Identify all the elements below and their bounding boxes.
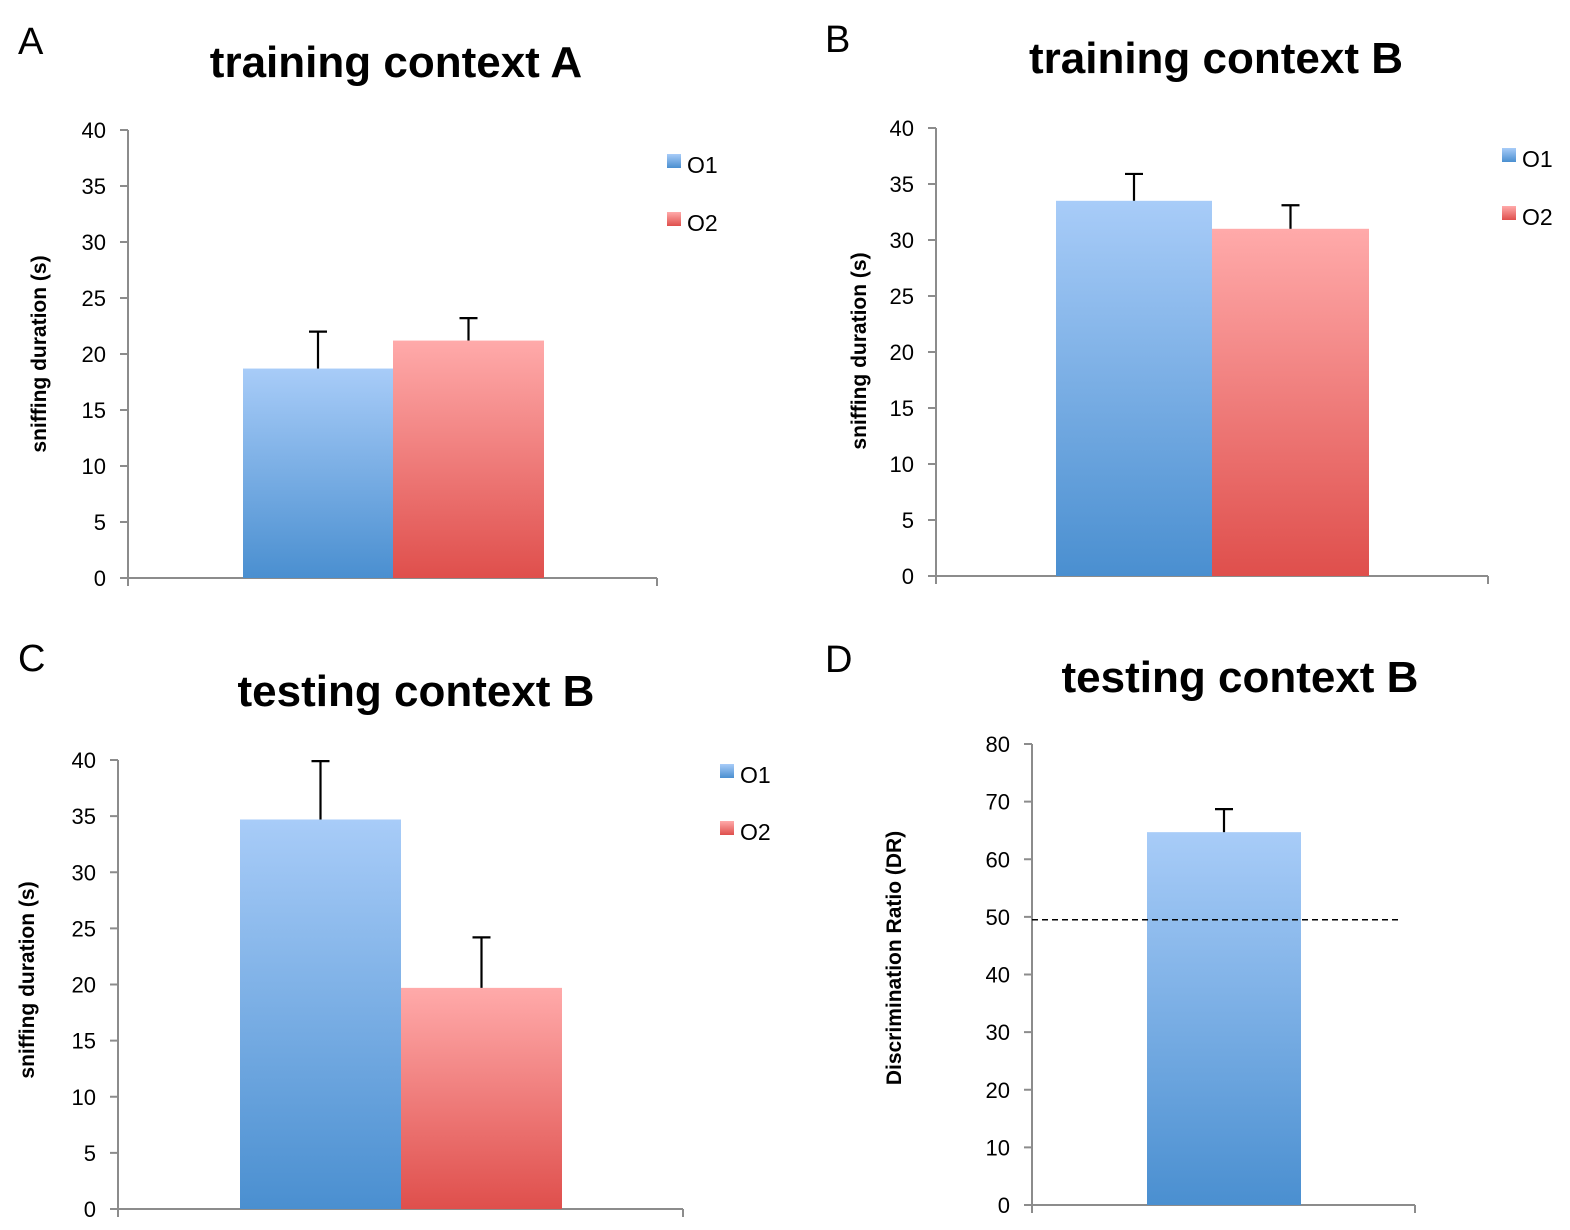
- bars: [1056, 172, 1369, 577]
- bar-o1: [1056, 200, 1212, 577]
- chart-title: testing context B: [1062, 653, 1419, 702]
- y-tick-label: 30: [986, 1020, 1010, 1045]
- legend-swatch-o1: [667, 154, 681, 168]
- y-tick-label: 15: [82, 398, 106, 423]
- y-axis-ticks: 0 10 20 30 40 50 60 70 80: [986, 732, 1416, 1218]
- y-tick-label: 25: [82, 286, 106, 311]
- y-tick-label: 40: [986, 963, 1010, 988]
- y-tick-label: 35: [72, 804, 96, 829]
- y-axis-label: sniffing duration (s): [848, 252, 871, 449]
- legend: O1 O2: [720, 762, 771, 845]
- y-tick-label: 20: [890, 340, 914, 365]
- panel-b: B training context B sniffing duration (…: [825, 19, 1553, 589]
- y-tick-label: 15: [72, 1029, 96, 1054]
- y-tick-label: 20: [82, 342, 106, 367]
- y-tick-label: 15: [890, 396, 914, 421]
- y-axis-ticks: 0 5 10 15 20 25 30 35 40: [82, 118, 658, 591]
- y-tick-label: 0: [84, 1197, 96, 1222]
- legend-label-o2: O2: [740, 819, 771, 845]
- y-tick-label: 10: [72, 1085, 96, 1110]
- legend-label-o1: O1: [1522, 146, 1553, 172]
- panel-c: C testing context B sniffing duration (s…: [16, 638, 771, 1222]
- panel-letter: C: [18, 638, 45, 680]
- y-tick-label: 10: [986, 1135, 1010, 1160]
- chart-title: training context B: [1029, 34, 1403, 83]
- panel-d: D testing context B Discrimination Ratio…: [825, 639, 1418, 1218]
- y-tick-label: 5: [94, 510, 106, 535]
- y-tick-label: 0: [94, 566, 106, 591]
- y-tick-label: 5: [902, 508, 914, 533]
- y-tick-label: 20: [986, 1078, 1010, 1103]
- y-tick-label: 10: [890, 452, 914, 477]
- y-tick-label: 80: [986, 732, 1010, 757]
- bar-o1: [243, 368, 393, 578]
- legend: O1 O2: [1502, 146, 1553, 230]
- bar-o1: [1147, 832, 1301, 1205]
- bars: [243, 317, 544, 578]
- y-tick-label: 40: [82, 118, 106, 143]
- y-tick-label: 25: [72, 916, 96, 941]
- y-tick-label: 20: [72, 973, 96, 998]
- y-tick-label: 40: [72, 748, 96, 773]
- panel-letter: D: [825, 639, 852, 681]
- bar-o1: [240, 819, 401, 1209]
- bar-o2: [393, 340, 544, 578]
- legend-label-o2: O2: [1522, 204, 1553, 230]
- bar-o2: [1212, 228, 1369, 577]
- legend-swatch-o2: [720, 821, 734, 835]
- chart-title: training context A: [210, 38, 582, 87]
- y-tick-label: 30: [72, 860, 96, 885]
- panel-letter: B: [825, 19, 850, 61]
- bar-o2: [401, 987, 562, 1209]
- panel-letter: A: [18, 21, 44, 63]
- y-tick-label: 30: [82, 230, 106, 255]
- y-tick-label: 10: [82, 454, 106, 479]
- legend-swatch-o1: [720, 764, 734, 778]
- y-tick-label: 25: [890, 284, 914, 309]
- y-tick-label: 0: [902, 564, 914, 589]
- y-tick-label: 5: [84, 1141, 96, 1166]
- legend-label-o1: O1: [740, 762, 771, 788]
- y-tick-label: 50: [986, 905, 1010, 930]
- y-axis-label: sniffing duration (s): [28, 255, 51, 452]
- y-tick-label: 60: [986, 847, 1010, 872]
- legend-swatch-o1: [1502, 148, 1516, 162]
- legend-label-o1: O1: [687, 152, 718, 178]
- y-tick-label: 30: [890, 228, 914, 253]
- y-tick-label: 40: [890, 116, 914, 141]
- legend-swatch-o2: [1502, 206, 1516, 220]
- legend-label-o2: O2: [687, 210, 718, 236]
- y-tick-label: 35: [890, 172, 914, 197]
- legend: O1 O2: [667, 152, 718, 236]
- y-tick-label: 70: [986, 790, 1010, 815]
- bars: [240, 760, 562, 1209]
- chart-title: testing context B: [238, 667, 595, 716]
- y-axis-label: Discrimination Ratio (DR): [883, 831, 906, 1085]
- bars: [1032, 808, 1402, 1205]
- y-tick-label: 0: [998, 1193, 1010, 1218]
- y-tick-label: 35: [82, 174, 106, 199]
- y-axis-label: sniffing duration (s): [16, 881, 39, 1078]
- panel-a: A training context A sniffing duration (…: [18, 21, 718, 591]
- legend-swatch-o2: [667, 212, 681, 226]
